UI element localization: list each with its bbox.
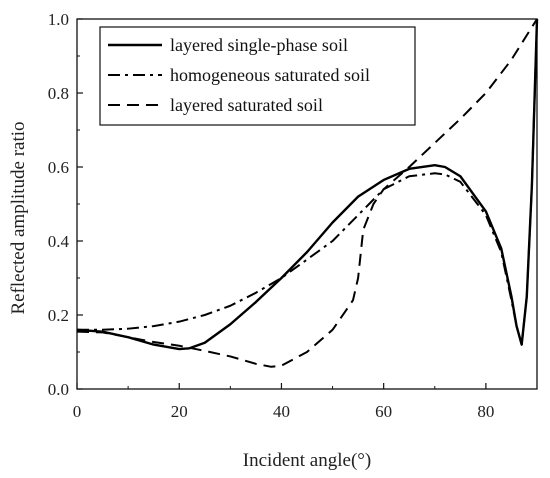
x-tick-label: 0 — [73, 402, 82, 421]
x-axis-title: Incident angle(°) — [243, 450, 371, 471]
series-layer — [76, 18, 539, 368]
x-tick-label: 40 — [273, 402, 290, 421]
y-axis: 0.0 0.2 0.4 0.6 0.8 1.0 — [48, 10, 83, 399]
y-tick-label: 0.0 — [48, 380, 69, 399]
y-tick-label: 0.4 — [48, 232, 70, 251]
legend-label-2: homogeneous saturated soil — [170, 65, 370, 85]
x-axis: 0 20 40 60 80 — [73, 383, 494, 421]
x-tick-label: 60 — [375, 402, 392, 421]
legend-label-3: layered saturated soil — [170, 95, 323, 115]
series-line-3 — [76, 18, 538, 368]
x-tick-label: 20 — [171, 402, 188, 421]
y-tick-label: 0.8 — [48, 84, 69, 103]
x-tick-label: 80 — [477, 402, 494, 421]
y-tick-label: 1.0 — [48, 10, 69, 29]
legend-label-1: layered single-phase soil — [170, 35, 348, 55]
y-tick-label: 0.2 — [48, 306, 69, 325]
y-tick-label: 0.6 — [48, 158, 69, 177]
y-axis-title: Reflected amplitude ratio — [8, 121, 29, 314]
legend: layered single-phase soil homogeneous sat… — [99, 26, 416, 126]
